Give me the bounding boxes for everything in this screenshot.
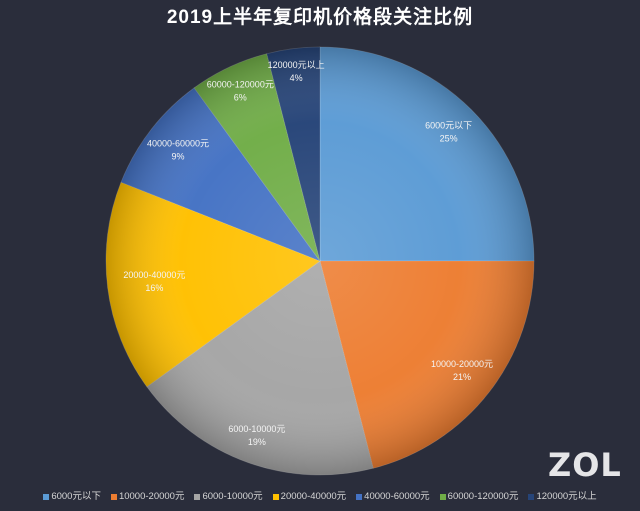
slice-category-label: 40000-60000元 [147,139,209,149]
pie-data-labels: 6000元以下 25% 10000-20000元 21% 6000-10000元 19% 2… [123,60,493,447]
zol-watermark-logo: ZOL [548,446,622,484]
legend-swatch [110,494,117,500]
legend-label: 6000元以下 [51,491,101,502]
slice-category-label: 120000元以上 [268,60,325,70]
legend-label: 20000-40000元 [280,491,347,502]
legend-swatch [43,494,50,500]
legend-item: 120000元以上 [528,490,597,504]
legend-swatch [356,494,363,500]
slice-percent-label: 9% [171,152,184,162]
legend-swatch [272,494,279,500]
chart-legend: 6000元以下 10000-20000元 6000-10000元 20000-4000… [0,490,640,504]
slice-percent-label: 25% [440,133,458,143]
slice-category-label: 6000-10000元 [228,424,285,434]
slice-percent-label: 21% [453,372,471,382]
legend-label: 40000-60000元 [364,491,430,502]
slice-category-label: 20000-40000元 [123,270,185,280]
legend-label: 120000元以上 [536,491,597,502]
pie-slice [319,46,535,262]
legend-item: 60000-120000元 [439,490,519,504]
slice-percent-label: 16% [145,283,163,293]
legend-label: 60000-120000元 [447,491,519,502]
legend-swatch [194,494,201,500]
chart-title: 2019上半年复印机价格段关注比例 [166,7,474,28]
slice-category-label: 6000元以下 [425,120,472,130]
legend-label: 6000-10000元 [202,491,263,502]
slice-category-label: 60000-120000元 [207,79,274,89]
legend-item: 6000-10000元 [194,490,263,504]
legend-item: 10000-20000元 [110,490,185,504]
legend-item: 6000元以下 [43,490,101,504]
pie-slices [105,46,535,476]
slice-percent-label: 6% [234,92,247,102]
legend-swatch [528,494,535,500]
slice-percent-label: 4% [290,73,303,83]
slice-category-label: 10000-20000元 [431,359,493,369]
legend-label: 10000-20000元 [118,491,185,502]
legend-swatch [439,494,446,500]
slice-percent-label: 19% [248,437,266,447]
legend-item: 40000-60000元 [356,490,430,504]
legend-item: 20000-40000元 [272,490,347,504]
